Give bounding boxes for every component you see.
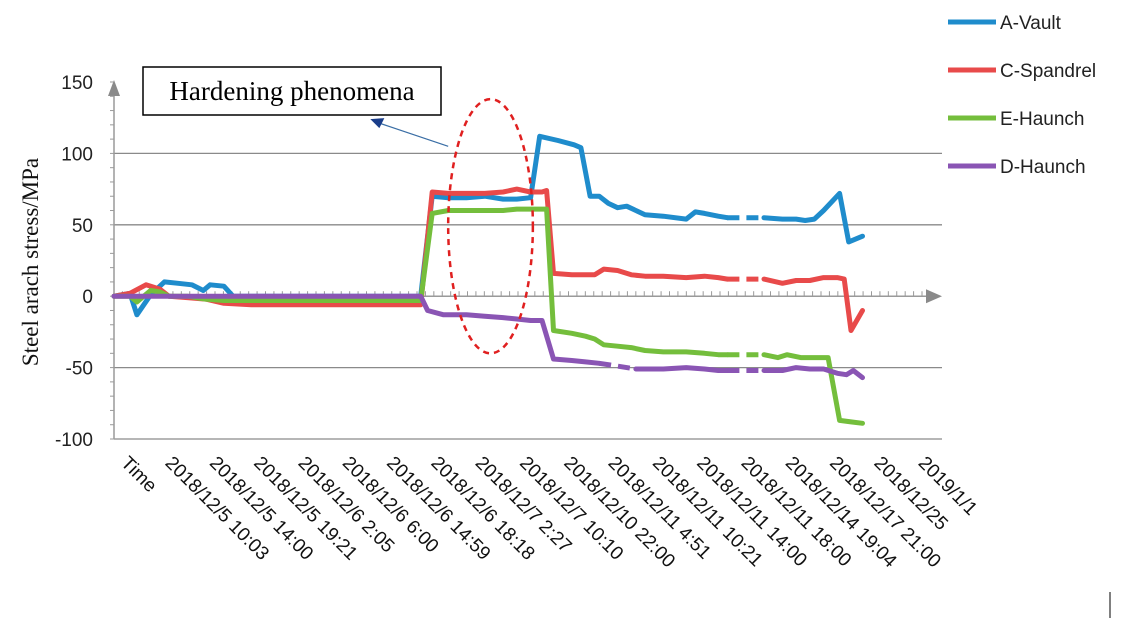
a-vault-line [761,190,865,245]
annotation: Hardening phenomena [142,66,535,355]
e-haunch-line [761,352,865,426]
gridlines [114,152,942,440]
y-axis-arrow [108,80,120,96]
a-vault-line [111,133,730,318]
y-tick-label: 100 [61,144,93,165]
c-spandrel-line [761,275,865,333]
annotation-box [142,66,442,116]
y-tick-labels: 150 100 50 0 -50 -100 [55,73,93,451]
d-haunch-line [111,293,602,366]
annotation-arrowhead [370,118,385,129]
annotation-text: Hardening phenomena [169,76,414,106]
y-tick-label: -50 [66,359,93,380]
y-tick-label: 150 [61,73,93,94]
annotation-arrow-line [376,121,449,147]
series-lines [111,133,865,426]
d-haunch-line-dashed [598,360,637,372]
y-tick-label: -100 [55,430,93,451]
legend-label-c-spandrel: C-Spandrel [1000,61,1096,82]
e-haunch-line [111,206,730,358]
y-axis-label: Steel arach stress/MPa [18,158,43,366]
legend-label-a-vault: A-Vault [1000,13,1062,34]
legend-label-d-haunch: D-Haunch [1000,157,1086,178]
y-tick-label: 0 [82,287,93,308]
x-axis-arrow [926,289,942,304]
y-tick-label: 50 [72,216,93,237]
legend-label-e-haunch: E-Haunch [1000,109,1085,130]
d-haunch-line [761,365,865,381]
legend: A-Vault C-Spandrel E-Haunch D-Haunch [948,13,1111,618]
x-tick-label: Time [116,453,160,497]
hardening-ellipse [446,97,535,355]
d-haunch-line [633,365,730,373]
axes [108,80,942,440]
